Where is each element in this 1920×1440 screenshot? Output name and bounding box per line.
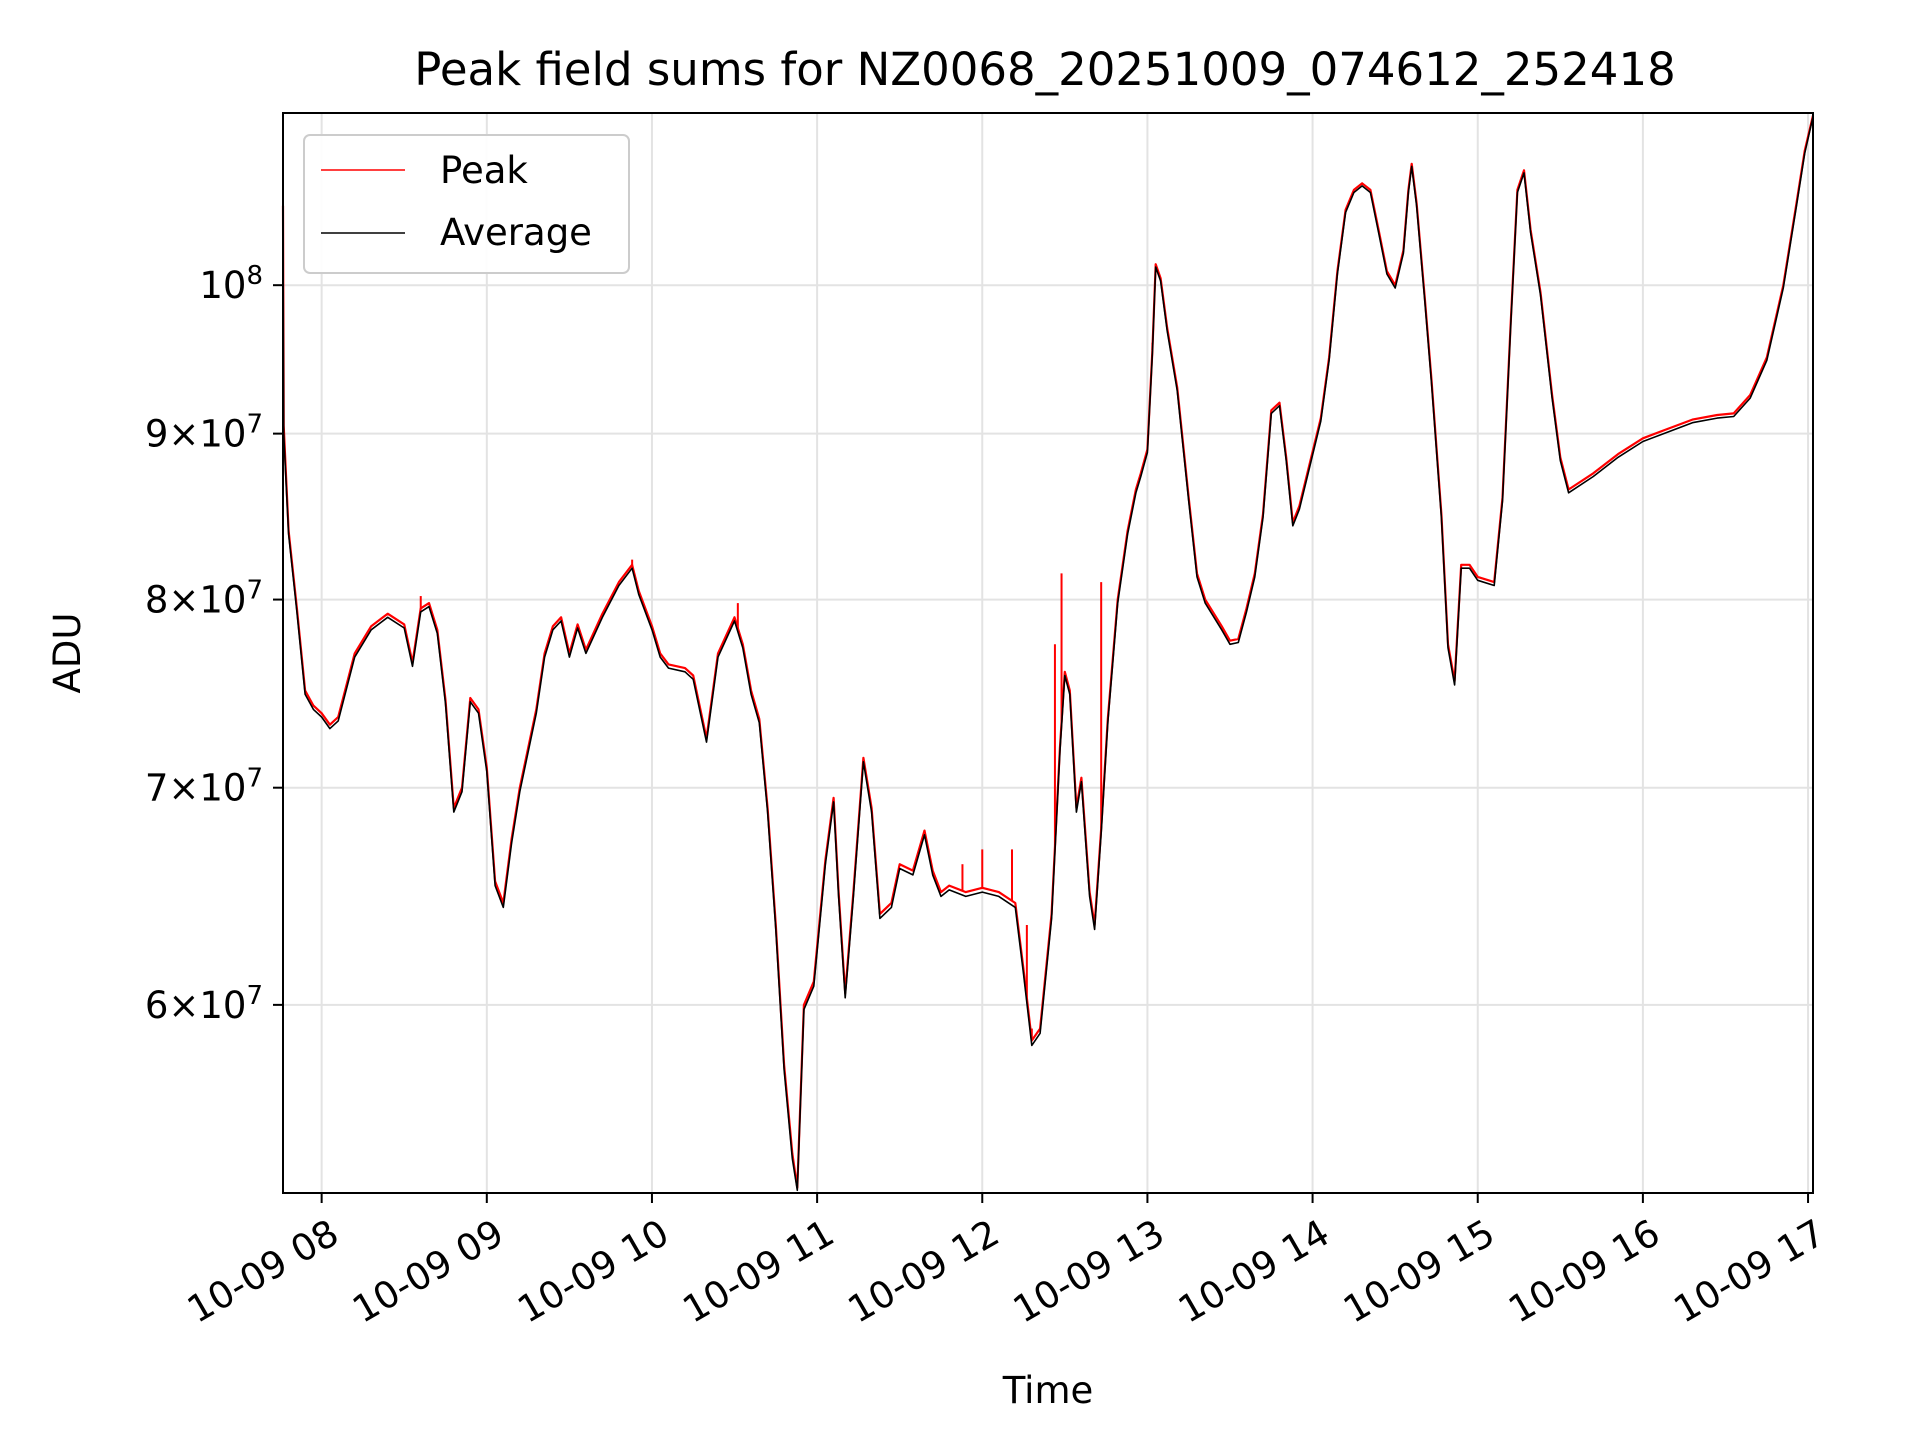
y-tick-label: 8×107 bbox=[145, 576, 263, 622]
grid bbox=[283, 113, 1813, 1193]
series-group bbox=[281, 115, 1815, 1192]
series-line-average bbox=[282, 116, 1814, 1192]
y-axis: 6×107 7×107 8×107 9×107 108 bbox=[145, 261, 283, 1027]
y-tick-label: 108 bbox=[199, 261, 263, 307]
y-axis-label: ADU bbox=[46, 613, 89, 694]
y-tick-label: 9×107 bbox=[145, 410, 263, 456]
x-axis-label: Time bbox=[1002, 1369, 1094, 1412]
y-tick-label: 6×107 bbox=[145, 981, 263, 1027]
legend-average-label: Average bbox=[440, 211, 592, 254]
y-tick-label: 7×107 bbox=[145, 764, 263, 810]
legend: Peak Average bbox=[303, 134, 630, 274]
chart-title: Peak field sums for NZ0068_20251009_0746… bbox=[414, 43, 1675, 96]
legend-peak-label: Peak bbox=[440, 149, 528, 192]
plot-frame bbox=[282, 112, 1814, 1194]
